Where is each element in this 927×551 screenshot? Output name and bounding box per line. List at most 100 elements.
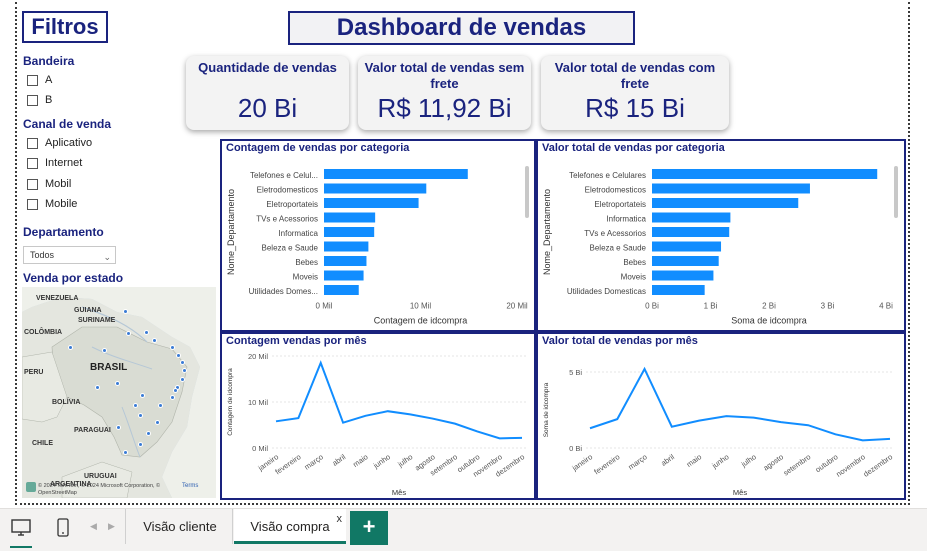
kpi-value: R$ 15 Bi: [585, 93, 685, 123]
category-label: Beleza e Saude: [262, 244, 319, 253]
bar: [324, 270, 364, 281]
map-marker[interactable]: [122, 449, 128, 455]
x-axis-label: Contagem de idcompra: [374, 316, 468, 326]
map-marker[interactable]: [125, 330, 131, 336]
mobile-view-icon[interactable]: [56, 517, 70, 544]
y-axis-label: Soma de idcompra: [543, 382, 550, 437]
map-marker[interactable]: [172, 387, 178, 393]
tab-label: Visão compra: [250, 519, 330, 534]
bar: [652, 241, 722, 252]
y-tick-label: 0 Bi: [569, 444, 582, 453]
bar: [652, 285, 705, 295]
map-marker[interactable]: [115, 424, 121, 430]
map-marker[interactable]: [179, 359, 185, 365]
map-marker[interactable]: [151, 337, 157, 343]
map-terms-link[interactable]: Terms: [182, 483, 199, 489]
map-marker[interactable]: [137, 412, 143, 418]
category-label: Moveis: [621, 273, 646, 282]
map-marker[interactable]: [157, 402, 163, 408]
map-label-uruguai: URUGUAI: [84, 473, 117, 480]
map-marker[interactable]: [67, 344, 73, 350]
map-marker[interactable]: [175, 352, 181, 358]
option-label: Mobil: [45, 178, 72, 190]
x-tick-label: 4 Bi: [879, 302, 893, 311]
map-marker[interactable]: [169, 394, 175, 400]
chart-title: Valor total de vendas por mês: [542, 335, 698, 347]
tab-divider: [125, 509, 126, 544]
category-label: Telefones e Celulares: [569, 171, 646, 180]
canal-option-mobile[interactable]: Mobile: [27, 196, 77, 212]
map-label-venezuela: VENEZUELA: [36, 295, 79, 302]
checkbox[interactable]: [27, 74, 38, 86]
chart-valor-por-categoria[interactable]: Valor total de vendas por categoria Tele…: [536, 139, 906, 332]
map-marker[interactable]: [101, 347, 107, 353]
bandeira-option-a[interactable]: A: [27, 72, 52, 88]
add-page-button[interactable]: +: [350, 511, 388, 545]
page-tab-bar: ◀ ▶ Visão cliente Visão compra x +: [0, 508, 927, 551]
tab-divider: [232, 509, 233, 544]
map-marker[interactable]: [181, 367, 187, 373]
map-marker[interactable]: [139, 392, 145, 398]
checkbox[interactable]: [27, 178, 38, 190]
map-marker[interactable]: [94, 384, 100, 390]
category-label: Bebes: [623, 258, 646, 267]
chart-contagem-por-mes[interactable]: Contagem vendas por mês 0 Mil 10 Mil 20 Mi…: [220, 332, 536, 500]
bar: [652, 227, 730, 237]
map-marker[interactable]: [143, 329, 149, 335]
map-marker[interactable]: [154, 419, 160, 425]
checkbox[interactable]: [27, 137, 38, 149]
desktop-view-icon[interactable]: [10, 517, 32, 548]
tab-visao-compra[interactable]: Visão compra x: [234, 509, 346, 544]
close-icon[interactable]: x: [336, 513, 343, 525]
scrollbar-thumb: [525, 166, 529, 218]
y-tick-label: 0 Mil: [252, 444, 268, 453]
chart-title: Contagem vendas por mês: [226, 335, 367, 347]
bandeira-filter-label: Bandeira: [23, 54, 75, 68]
category-label: Eletroportateis: [266, 200, 318, 209]
map-marker[interactable]: [179, 376, 185, 382]
x-tick-label: 0 Mil: [316, 302, 333, 311]
bing-logo-icon: [26, 482, 36, 492]
y-axis-label: Nome_Departamento: [542, 189, 552, 275]
canal-option-mobil[interactable]: Mobil: [27, 176, 71, 192]
canal-option-internet[interactable]: Internet: [27, 155, 82, 171]
checkbox[interactable]: [27, 157, 38, 169]
category-label: Moveis: [293, 273, 318, 282]
bar: [652, 270, 714, 281]
brazil-sales-map[interactable]: VENEZUELA GUIANA SURINAME COLÔMBIA BRASI…: [22, 287, 216, 498]
tab-visao-cliente[interactable]: Visão cliente: [128, 509, 232, 544]
chevron-right-icon[interactable]: ▶: [108, 521, 115, 531]
map-marker[interactable]: [122, 308, 128, 314]
option-label: A: [45, 74, 53, 86]
category-label: Eletrodomesticos: [585, 186, 646, 195]
canal-option-aplicativo[interactable]: Aplicativo: [27, 135, 92, 151]
x-tick-label: fevereiro: [592, 452, 621, 476]
chevron-down-icon: ⌄: [103, 252, 111, 262]
scrollbar-thumb: [894, 166, 898, 218]
x-tick-label: fevereiro: [273, 452, 302, 476]
x-tick-label: novembro: [834, 452, 866, 479]
map-marker[interactable]: [169, 344, 175, 350]
map-marker[interactable]: [145, 430, 151, 436]
x-tick-label: maio: [685, 452, 703, 469]
category-label: Informatica: [606, 215, 646, 224]
category-label: Beleza e Saude: [590, 244, 647, 253]
checkbox[interactable]: [27, 198, 38, 210]
chart-valor-por-mes[interactable]: Valor total de vendas por mês 0 Bi 5 Bi ja…: [536, 332, 906, 500]
map-marker[interactable]: [132, 402, 138, 408]
category-label: TVs e Acessorios: [256, 215, 318, 224]
checkbox[interactable]: [27, 94, 38, 106]
kpi-label: Valor total de vendas com frete: [554, 60, 716, 91]
kpi-card-sem-frete: Valor total de vendas sem frete R$ 11,92…: [358, 56, 531, 130]
map-marker[interactable]: [114, 380, 120, 386]
chart-contagem-por-categoria[interactable]: Contagem de vendas por categoria Telefon…: [220, 139, 536, 332]
bandeira-option-b[interactable]: B: [27, 92, 52, 108]
departamento-dropdown[interactable]: Todos ⌄: [23, 246, 116, 264]
chevron-left-icon[interactable]: ◀: [90, 521, 97, 531]
map-label-argentina: ARGENTINA: [50, 481, 92, 488]
kpi-value: 20 Bi: [237, 93, 298, 123]
map-marker[interactable]: [137, 441, 143, 447]
